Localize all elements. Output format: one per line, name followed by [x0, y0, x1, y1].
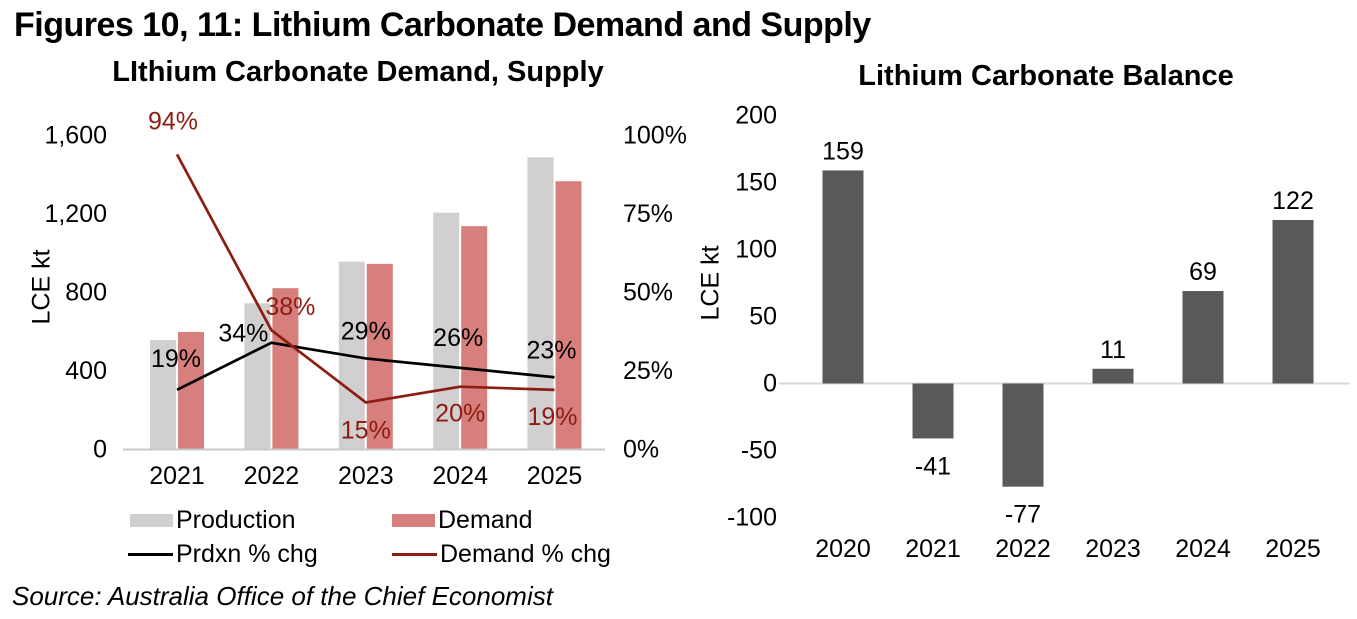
figure-heading: Figures 10, 11: Lithium Carbonate Demand… — [14, 6, 871, 44]
x-axis-label-2023: 2023 — [338, 462, 394, 490]
data-label-94%: 94% — [148, 107, 198, 135]
legend-label-demand: Demand — [438, 506, 533, 534]
legend-item-demand: Demand — [392, 506, 533, 535]
data-label-26%: 26% — [433, 324, 483, 352]
balance-bar-2020 — [822, 170, 864, 384]
production-bar-2021 — [150, 339, 176, 450]
balance-axis-tick: -100 — [727, 504, 777, 532]
legend-item-production: Production — [130, 506, 296, 535]
demand-swatch-icon — [392, 514, 435, 527]
balance-bar-2024 — [1182, 291, 1224, 384]
x-axis-label-2024: 2024 — [432, 462, 488, 490]
legend-label-production: Production — [176, 506, 296, 534]
production-swatch-icon — [130, 514, 173, 527]
x-axis-label-2022: 2022 — [995, 535, 1051, 563]
x-axis-label-2021: 2021 — [905, 535, 961, 563]
balance-axis-tick: 150 — [735, 169, 777, 197]
balance-bar-2022 — [1002, 383, 1044, 487]
right-axis-tick: 0% — [623, 436, 659, 464]
demand-chg-line — [175, 153, 555, 404]
production-bar-2025 — [527, 157, 554, 450]
x-axis-label-2022: 2022 — [244, 462, 300, 490]
balance-bar-2025 — [1272, 220, 1314, 384]
data-label-15%: 15% — [341, 416, 391, 444]
data-label-34%: 34% — [218, 320, 268, 348]
right-axis-tick: 25% — [623, 357, 673, 385]
data-label-19%: 19% — [151, 345, 201, 373]
balance-axis-tick: 50 — [749, 303, 777, 331]
prdxn-line-swatch-icon — [128, 553, 173, 556]
x-axis-label-2021: 2021 — [149, 462, 205, 490]
data-label-19%: 19% — [527, 403, 577, 431]
legend-item-prdxn-pct-chg: Prdxn % chg — [128, 540, 318, 569]
right-axis-tick: 75% — [623, 200, 673, 228]
right-axis-tick: 100% — [623, 122, 687, 150]
x-axis-label-2023: 2023 — [1085, 535, 1141, 563]
x-axis-label-2024: 2024 — [1175, 535, 1231, 563]
demand-bar-2024 — [461, 226, 488, 450]
left-axis-tick: 1,600 — [44, 122, 107, 150]
data-label-20%: 20% — [435, 400, 485, 428]
balance-label-122: 122 — [1272, 187, 1314, 215]
balance-axis-tick: 200 — [735, 102, 777, 130]
balance-bar-2023 — [1092, 368, 1134, 384]
data-label-29%: 29% — [341, 317, 391, 345]
balance-label-11: 11 — [1100, 336, 1126, 364]
balance-axis-tick: 0 — [763, 370, 777, 398]
demand-line-swatch-icon — [392, 553, 437, 556]
balance-axis-tick: 100 — [735, 236, 777, 264]
balance-axis-tick: -50 — [741, 437, 777, 465]
balance-label-69: 69 — [1189, 258, 1217, 286]
demand-bar-2022 — [272, 288, 299, 450]
balance-bar-2021 — [912, 383, 954, 439]
left-axis-tick: 1,200 — [44, 200, 107, 228]
demand-bar-2021 — [178, 331, 204, 450]
production-bar-2022 — [244, 303, 271, 450]
left-axis-tick: 400 — [65, 357, 107, 385]
x-axis-label-2020: 2020 — [815, 535, 871, 563]
balance-label-159: 159 — [822, 137, 864, 165]
left-chart-title: LIthium Carbonate Demand, Supply — [112, 56, 604, 88]
prdxn-chg-line — [176, 341, 555, 392]
balance-label--77: -77 — [1005, 501, 1041, 529]
x-axis-label-2025: 2025 — [527, 462, 583, 490]
demand-bar-2025 — [555, 181, 582, 450]
source-note: Source: Australia Office of the Chief Ec… — [12, 581, 553, 611]
right-chart-title: Lithium Carbonate Balance — [858, 60, 1234, 92]
left-axis-tick: 800 — [65, 279, 107, 307]
legend-item-demand-pct-chg: Demand % chg — [392, 540, 611, 569]
production-bar-2024 — [433, 212, 460, 450]
legend-label-demand-pct-chg: Demand % chg — [440, 540, 611, 568]
legend-label-prdxn-pct-chg: Prdxn % chg — [176, 540, 318, 568]
data-label-38%: 38% — [265, 293, 315, 321]
demand-bar-2023 — [366, 263, 393, 450]
x-axis-label-2025: 2025 — [1265, 535, 1321, 563]
balance-label--41: -41 — [915, 452, 951, 480]
data-label-23%: 23% — [526, 336, 576, 364]
left-axis-tick: 0 — [93, 436, 107, 464]
right-axis-tick: 50% — [623, 279, 673, 307]
